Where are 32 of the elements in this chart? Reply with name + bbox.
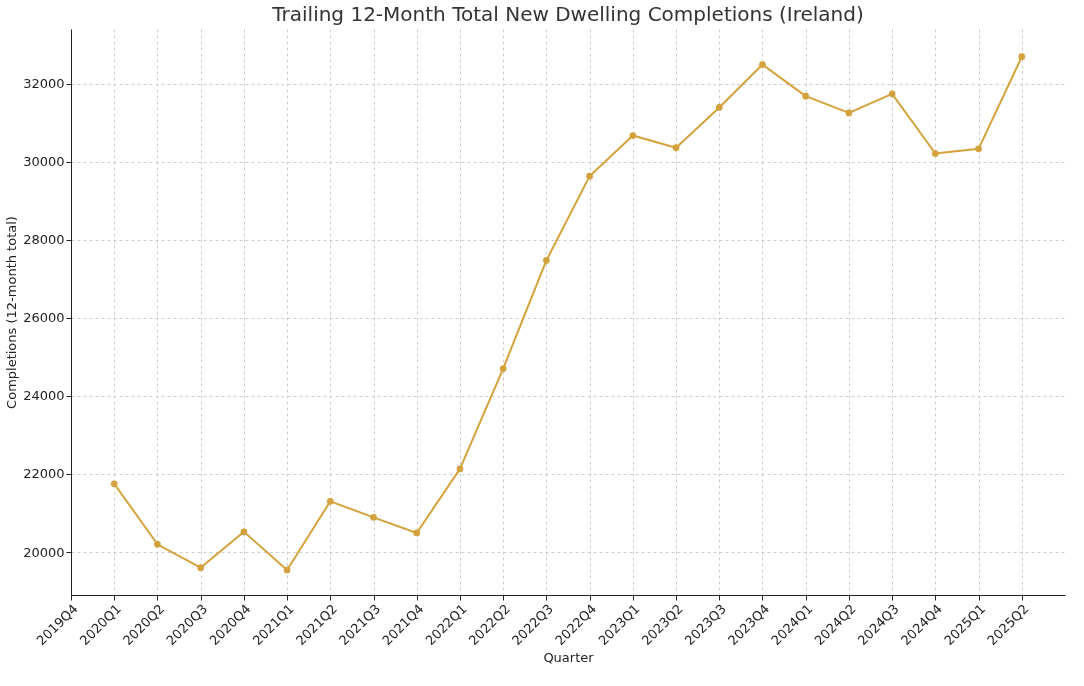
y-axis-title: Completions (12-month total) (4, 216, 20, 409)
point (975, 145, 982, 153)
point (759, 61, 766, 68)
point (586, 172, 593, 180)
point (1018, 53, 1026, 61)
point (543, 257, 550, 264)
point (197, 564, 205, 572)
y-tick-label: 30000 (23, 154, 65, 170)
y-tick-label: 26000 (23, 310, 65, 326)
chart-title: Trailing 12-Month Total New Dwelling Completions (Ireland) (271, 2, 864, 26)
point (672, 144, 680, 152)
point (715, 104, 723, 111)
y-tick-label: 20000 (23, 544, 65, 560)
point (326, 497, 334, 505)
point (845, 109, 853, 117)
y-tick-label: 22000 (23, 466, 65, 482)
point (629, 132, 637, 139)
y-tick-label: 24000 (23, 388, 65, 404)
point (110, 480, 118, 488)
point (154, 540, 161, 548)
point (931, 150, 939, 157)
point (370, 513, 377, 521)
point (456, 465, 464, 473)
y-tick-label: 32000 (23, 76, 65, 92)
y-tick-label: 28000 (23, 232, 65, 248)
point (283, 566, 291, 574)
x-axis-title: Quarter (543, 650, 595, 666)
point (499, 365, 507, 372)
point (240, 528, 248, 536)
point (888, 90, 896, 98)
point (413, 529, 421, 537)
point (802, 92, 810, 100)
